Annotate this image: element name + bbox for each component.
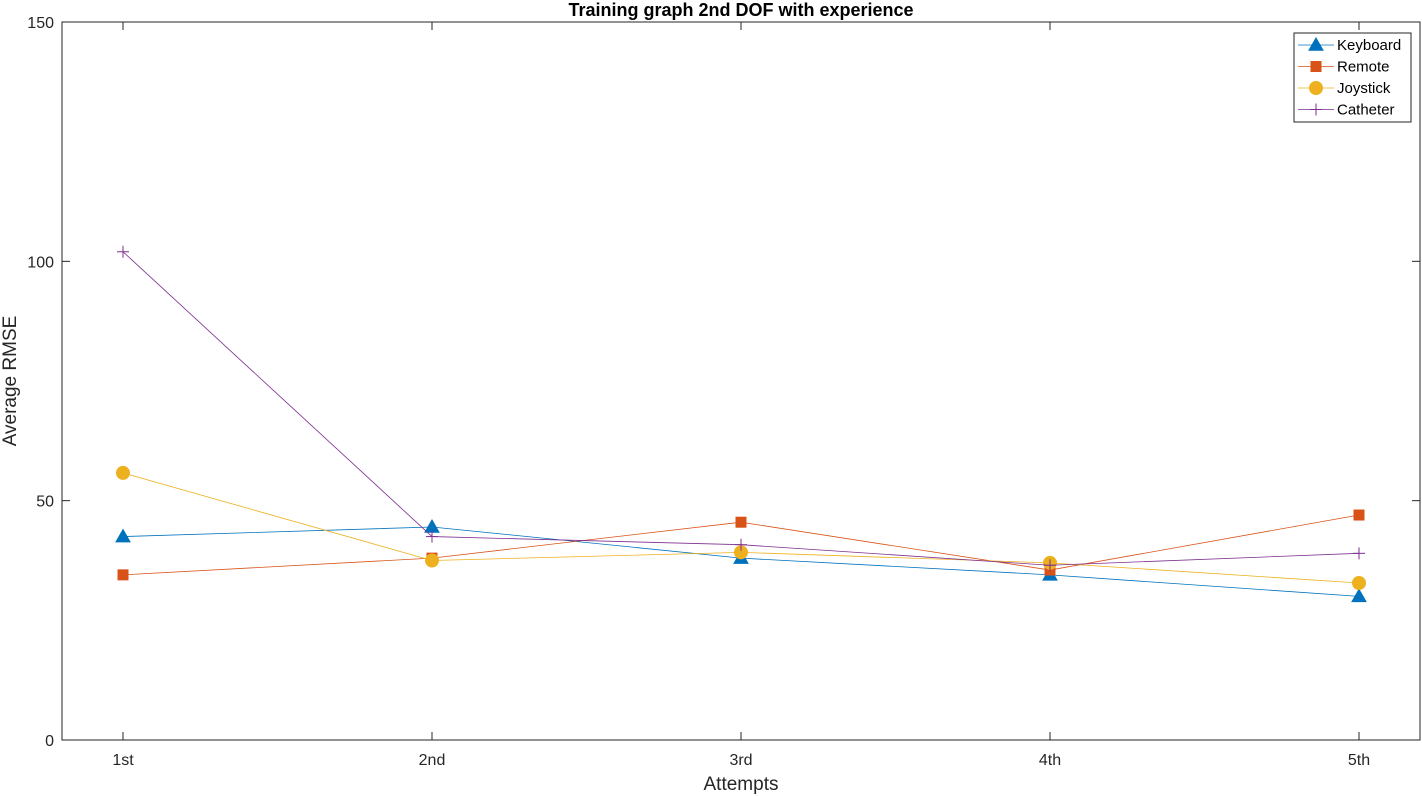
- x-tick-label: 1st: [112, 752, 134, 769]
- legend-marker: [1309, 81, 1323, 95]
- legend-item-catheter: Catheter: [1298, 102, 1395, 119]
- joystick-point: [1352, 575, 1366, 590]
- x-axis-label: Attempts: [704, 774, 779, 795]
- y-axis-label: Average RMSE: [0, 316, 21, 447]
- remote-point: [735, 516, 747, 528]
- catheter-point: [426, 530, 438, 543]
- legend-label: Keyboard: [1337, 37, 1401, 54]
- keyboard-point: [115, 528, 131, 543]
- x-tick-label: 2nd: [419, 752, 446, 769]
- joystick-point: [116, 465, 130, 480]
- x-tick-label: 3rd: [729, 752, 752, 769]
- x-tick-label: 5th: [1348, 752, 1370, 769]
- legend: Keyboard Remote Joystick Catheter: [1293, 32, 1412, 123]
- series-layer: [115, 245, 1367, 603]
- keyboard-point: [1351, 588, 1367, 603]
- y-tick-label: 0: [45, 733, 54, 750]
- legend-label: Remote: [1337, 59, 1390, 76]
- y-axis: 0 50 100 150: [27, 15, 1420, 750]
- catheter-point: [117, 245, 129, 258]
- remote-point: [1353, 509, 1365, 521]
- legend-item-joystick: Joystick: [1298, 80, 1391, 97]
- chart-title: Training graph 2nd DOF with experience: [568, 0, 913, 20]
- legend-item-remote: Remote: [1298, 59, 1390, 76]
- catheter-point: [1353, 547, 1365, 560]
- y-tick-label: 50: [36, 494, 54, 511]
- remote-point: [117, 569, 129, 581]
- legend-marker: [1308, 36, 1324, 51]
- y-tick-label: 100: [27, 254, 54, 271]
- legend-label: Catheter: [1337, 102, 1395, 119]
- joystick-point: [425, 553, 439, 568]
- series-catheter: [117, 245, 1365, 572]
- legend-item-keyboard: Keyboard: [1298, 36, 1401, 54]
- catheter-point: [1044, 559, 1056, 572]
- y-tick-label: 150: [27, 15, 54, 32]
- plot-area: [61, 21, 1421, 741]
- series-joystick: [116, 465, 1366, 590]
- x-axis: 1st 2nd 3rd 4th 5th: [112, 22, 1370, 769]
- legend-marker: [1310, 61, 1322, 72]
- x-tick-label: 4th: [1039, 752, 1061, 769]
- catheter-point: [735, 538, 747, 551]
- legend-label: Joystick: [1337, 80, 1391, 97]
- legend-marker: [1310, 103, 1322, 116]
